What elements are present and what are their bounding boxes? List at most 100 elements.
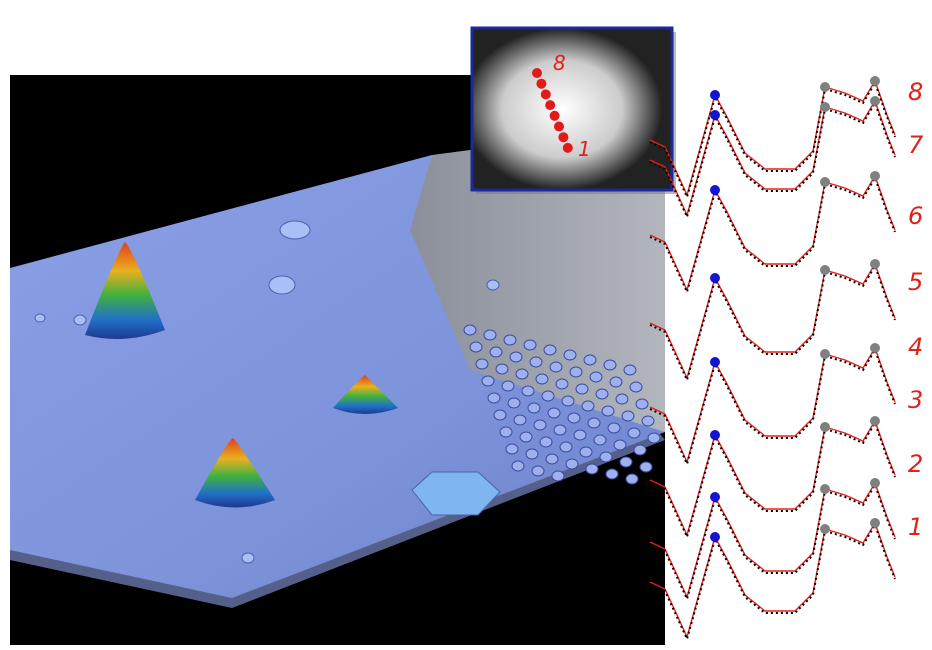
spectrum-measured	[650, 264, 895, 378]
spectrum-label: 1	[908, 513, 923, 541]
peak-marker	[710, 90, 720, 100]
cluster	[588, 418, 600, 428]
cluster	[608, 423, 620, 433]
cluster	[532, 466, 544, 476]
peak-marker	[710, 430, 720, 440]
spectrum-measured	[650, 483, 895, 597]
cluster	[622, 411, 634, 421]
cluster	[624, 365, 636, 375]
cluster	[586, 464, 598, 474]
cluster	[502, 381, 514, 391]
peak-marker	[710, 492, 720, 502]
cluster	[594, 435, 606, 445]
cluster	[576, 384, 588, 394]
inset-dot	[536, 79, 546, 89]
inset-dot	[550, 111, 560, 121]
peak-marker	[870, 518, 880, 528]
cluster	[636, 399, 648, 409]
peak-marker	[820, 484, 830, 494]
cluster	[648, 433, 660, 443]
spectrum-measured	[650, 523, 895, 637]
cluster	[562, 396, 574, 406]
figure: 8 1 87654321	[0, 0, 932, 645]
spectrum-measured	[650, 101, 895, 215]
cluster	[542, 391, 554, 401]
inset-dot	[558, 132, 568, 142]
spectrum-fit	[650, 525, 895, 639]
spectrum-label: 6	[908, 202, 923, 230]
cluster	[508, 398, 520, 408]
cluster	[494, 410, 506, 420]
spectrum-fit	[650, 423, 895, 537]
cluster	[630, 382, 642, 392]
cluster	[548, 408, 560, 418]
spectrum-measured	[650, 81, 895, 195]
peak-marker	[870, 259, 880, 269]
cluster	[482, 376, 494, 386]
cluster	[642, 416, 654, 426]
spectrum-fit	[650, 266, 895, 380]
cluster	[528, 403, 540, 413]
spectrum-label: 5	[908, 268, 923, 296]
cluster	[590, 372, 602, 382]
cluster	[560, 442, 572, 452]
cluster	[476, 359, 488, 369]
cluster	[626, 474, 638, 484]
peak-marker	[820, 422, 830, 432]
peak-marker	[870, 171, 880, 181]
spectrum-fit	[650, 350, 895, 464]
spectrum-fit	[650, 103, 895, 217]
cluster	[536, 374, 548, 384]
cluster	[628, 428, 640, 438]
cluster	[616, 394, 628, 404]
cluster	[540, 437, 552, 447]
cluster	[544, 345, 556, 355]
cluster	[574, 430, 586, 440]
peak-marker	[820, 102, 830, 112]
peak-marker	[870, 96, 880, 106]
peak-marker	[870, 478, 880, 488]
cluster	[580, 447, 592, 457]
peak-marker	[710, 532, 720, 542]
cluster	[488, 393, 500, 403]
spectrum-fit	[650, 485, 895, 599]
peak-marker	[870, 416, 880, 426]
peak-marker	[820, 349, 830, 359]
inset-label: 8	[553, 51, 566, 75]
peak-marker	[820, 82, 830, 92]
inset-label: 1	[578, 137, 591, 161]
cluster	[546, 454, 558, 464]
cluster	[520, 432, 532, 442]
inset-dot	[532, 68, 542, 78]
cluster	[552, 471, 564, 481]
cluster	[564, 350, 576, 360]
peak-marker	[710, 110, 720, 120]
spectrum-label: 8	[908, 78, 923, 106]
cluster	[556, 379, 568, 389]
peak-marker	[870, 76, 880, 86]
peak-marker	[820, 265, 830, 275]
inset-dot	[545, 100, 555, 110]
cluster	[604, 360, 616, 370]
inset-dot	[563, 143, 573, 153]
peak-marker	[710, 185, 720, 195]
cluster	[470, 342, 482, 352]
cluster	[464, 325, 476, 335]
cluster	[522, 386, 534, 396]
cluster	[596, 389, 608, 399]
peak-marker	[820, 177, 830, 187]
spectrum-label: 4	[908, 333, 923, 361]
cluster	[584, 355, 596, 365]
spectrum-fit	[650, 83, 895, 197]
cluster	[570, 367, 582, 377]
cluster	[496, 364, 508, 374]
spectrum-label: 2	[908, 450, 923, 478]
peak-marker	[820, 524, 830, 534]
cluster	[582, 401, 594, 411]
cluster	[610, 377, 622, 387]
cluster	[620, 457, 632, 467]
cluster	[602, 406, 614, 416]
cluster	[568, 413, 580, 423]
cluster	[634, 445, 646, 455]
